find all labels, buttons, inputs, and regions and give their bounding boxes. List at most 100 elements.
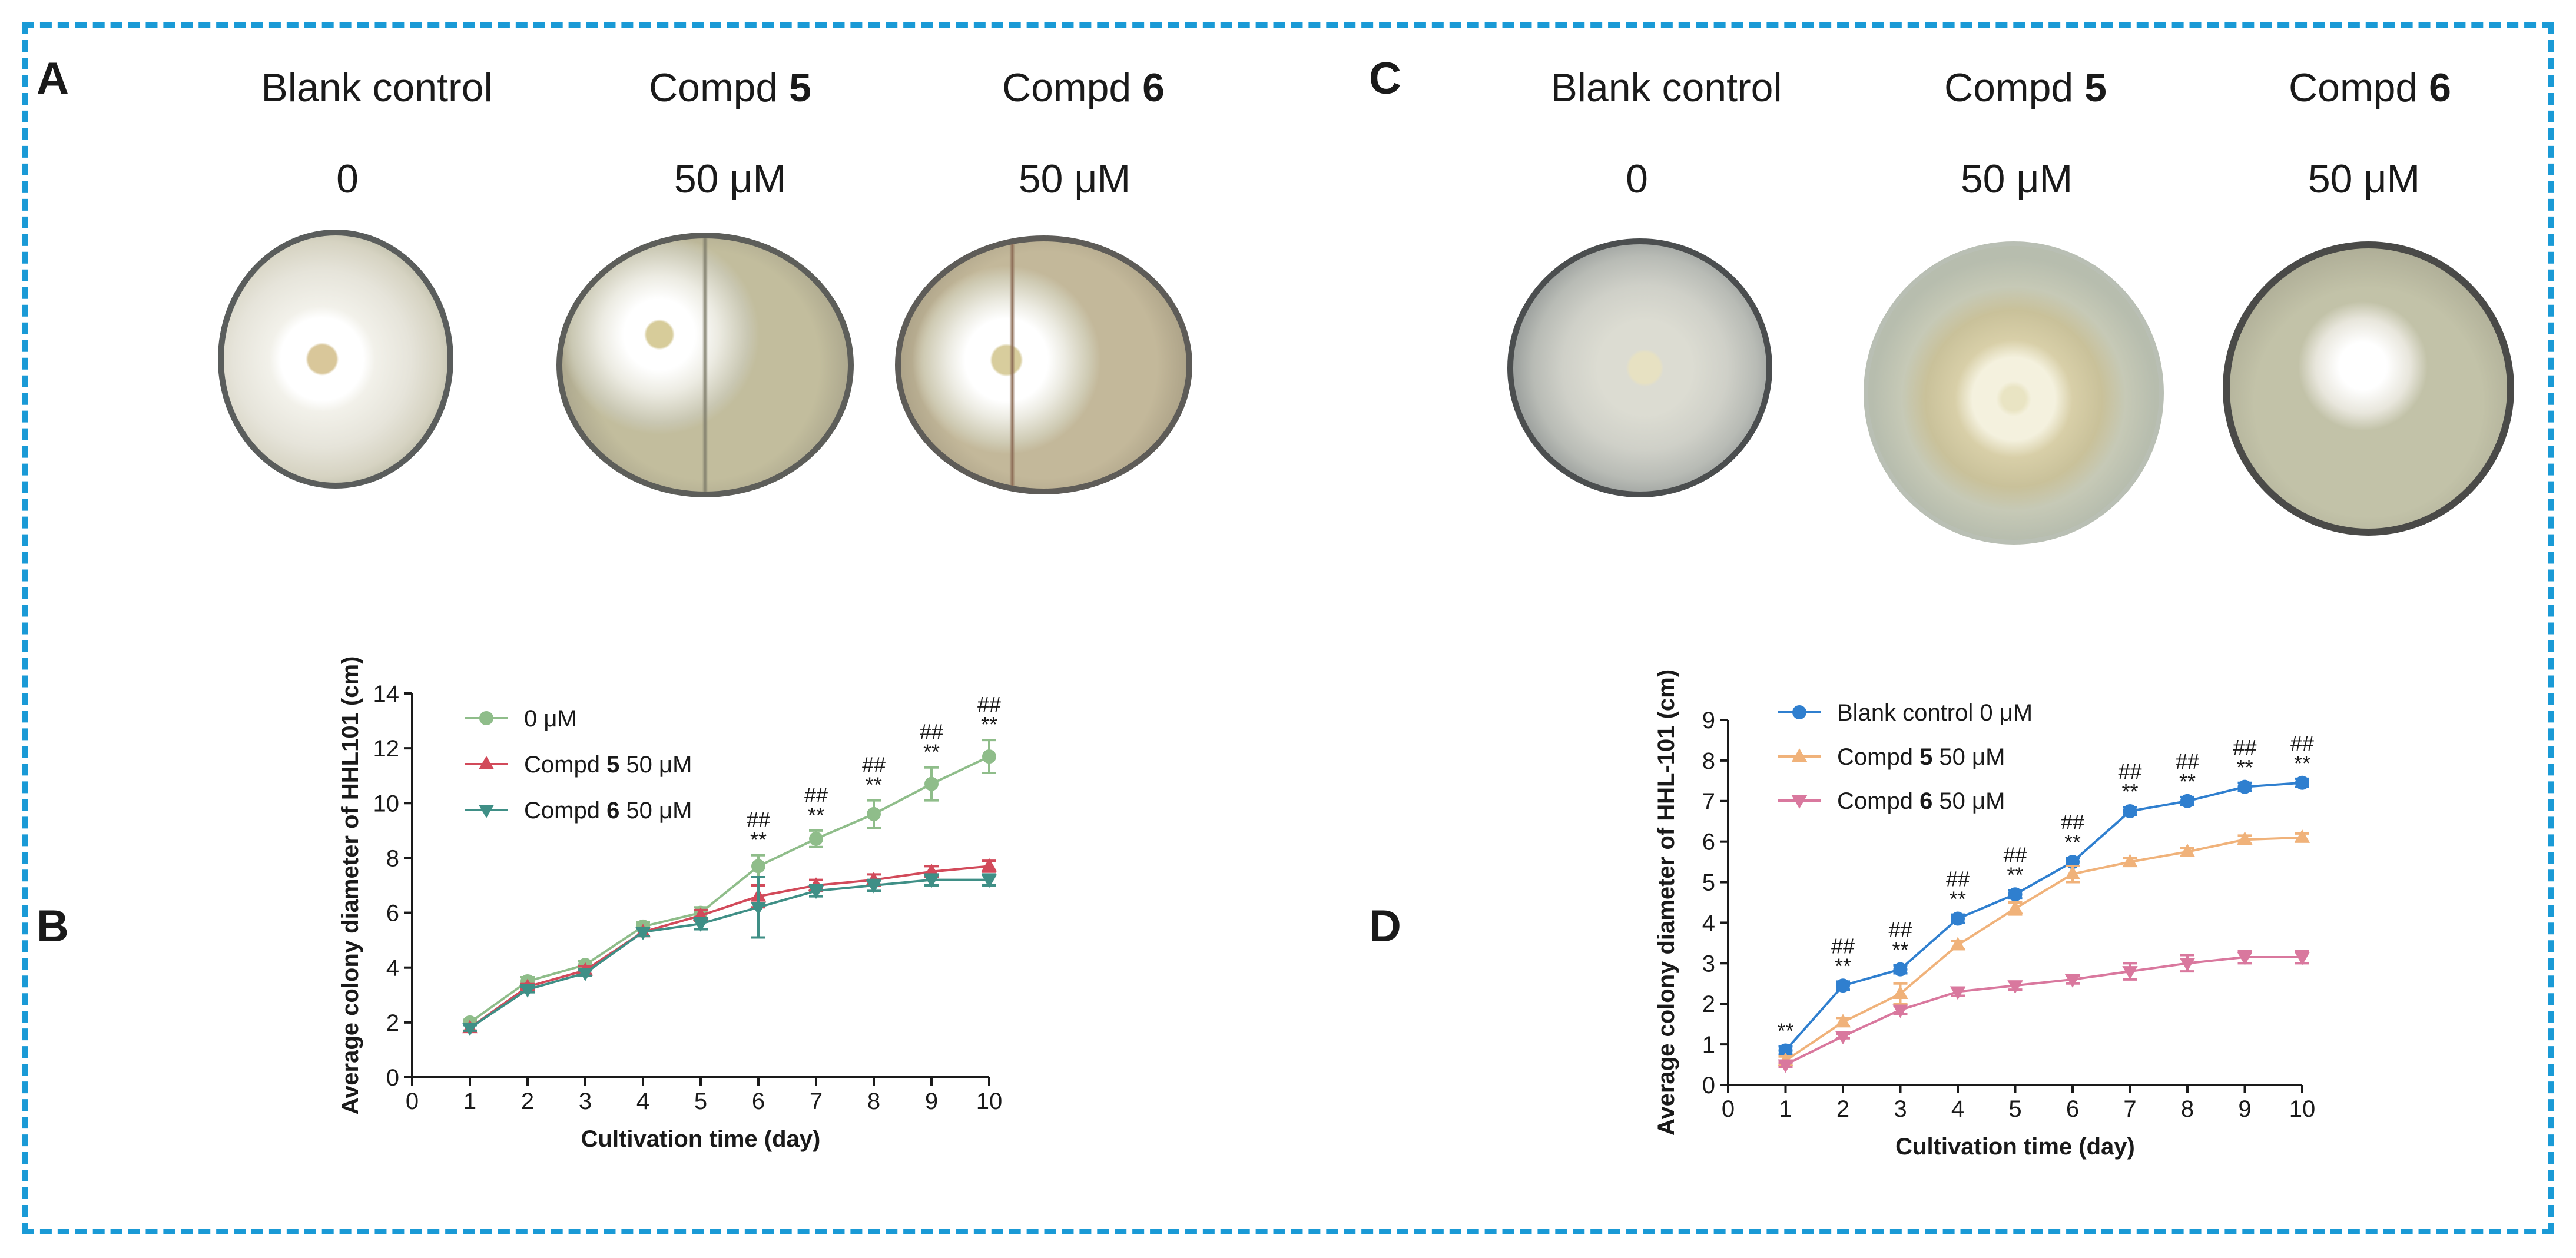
panel-c-conc-compd5: 50 μM: [1960, 157, 2073, 201]
x-tick-label: 2: [521, 1088, 534, 1114]
significance-label: ##: [920, 720, 943, 744]
data-point: [923, 874, 940, 888]
data-point: [1778, 1043, 1793, 1058]
y-tick-label: 4: [386, 955, 399, 981]
significance-label: ##: [2290, 731, 2314, 755]
legend-marker: [1791, 795, 1808, 809]
significance-label: **: [2236, 755, 2253, 779]
x-tick-label: 0: [406, 1088, 419, 1114]
significance-label: ##: [977, 692, 1001, 716]
significance-label: **: [2179, 769, 2196, 794]
data-point: [1951, 911, 1965, 926]
data-point: [924, 776, 939, 791]
data-point: [866, 880, 882, 894]
significance-label: **: [923, 740, 940, 764]
data-point: [2237, 831, 2253, 845]
panel-c-conc-blank: 0: [1626, 157, 1648, 201]
data-point: [982, 749, 996, 764]
legend-label: Compd 5 50 μM: [524, 752, 692, 778]
series-line: [1785, 781, 2303, 1051]
significance-label: ##: [862, 753, 886, 777]
y-axis-label: Average colony diameter of HHL101 (cm): [337, 656, 363, 1115]
legend-label: Compd 6 50 μM: [1837, 788, 2005, 814]
data-point: [2007, 900, 2023, 914]
data-point: [2008, 887, 2023, 902]
x-tick-label: 2: [1836, 1096, 1849, 1122]
data-point: [750, 902, 767, 916]
significance-label: **: [981, 712, 997, 736]
significance-label: **: [2294, 751, 2310, 775]
data-point: [2122, 966, 2138, 980]
y-tick-label: 12: [373, 736, 400, 762]
panel-a-conc-blank: 0: [336, 157, 359, 201]
x-tick-label: 10: [2289, 1096, 2316, 1122]
significance-label: **: [750, 828, 767, 852]
significance-label: ##: [1831, 934, 1855, 958]
significance-label: ##: [2176, 749, 2199, 774]
series-line: [1785, 956, 2302, 1066]
panel-c-label-blank: Blank control: [1550, 65, 1782, 110]
panel-c-conc-compd6: 50 μM: [2308, 157, 2421, 201]
x-tick-label: 4: [636, 1088, 649, 1114]
x-tick-label: 6: [2066, 1096, 2079, 1122]
series-2: [462, 858, 997, 1034]
legend-marker: [479, 711, 493, 725]
significance-label: **: [866, 773, 882, 797]
data-point: [2007, 980, 2023, 994]
x-tick-label: 9: [2238, 1096, 2251, 1122]
x-axis-label: Cultivation time (day): [581, 1126, 821, 1152]
significance-label: ##: [804, 783, 828, 807]
y-tick-label: 6: [386, 901, 399, 927]
significance-label: ##: [1946, 867, 1970, 891]
x-tick-label: 0: [1722, 1096, 1735, 1122]
y-tick-label: 5: [1702, 870, 1715, 896]
x-tick-label: 10: [976, 1088, 1003, 1114]
y-tick-label: 8: [386, 845, 399, 871]
series-line: [469, 755, 990, 1024]
legend-label: Blank control 0 μM: [1837, 700, 2033, 726]
panel-letter-d: D: [1369, 901, 1401, 951]
panel-a-conc-compd5: 50 μM: [674, 157, 787, 201]
significance-label: **: [1835, 954, 1851, 978]
significance-label: **: [2064, 830, 2081, 854]
data-point: [981, 858, 997, 872]
series-line: [1785, 836, 2303, 1062]
data-point: [635, 927, 651, 940]
x-tick-label: 3: [579, 1088, 592, 1114]
significance-label: ##: [2233, 735, 2256, 759]
significance-label: ##: [2061, 810, 2084, 834]
panel-a-label-compd5: Compd 5: [649, 65, 811, 110]
data-point: [1892, 1004, 1908, 1018]
data-point: [2237, 779, 2252, 794]
data-point: [1835, 1031, 1851, 1045]
data-point: [867, 806, 881, 821]
data-point: [2294, 829, 2310, 843]
x-tick-label: 3: [1894, 1096, 1907, 1122]
data-point: [462, 1023, 478, 1036]
chart-d-colony-diameter-hhl-101: 0 1 2 3 4 5 6 7 8 9 10 0 1 2 3 4 5 6 7 8 9 Cultivation time (…: [1653, 669, 2316, 1160]
y-tick-label: 3: [1702, 951, 1715, 977]
panel-letter-c: C: [1369, 54, 1401, 104]
x-tick-label: 7: [810, 1088, 823, 1114]
legend-marker: [1792, 705, 1806, 719]
series-3: [462, 873, 997, 1036]
series-line: [469, 878, 989, 1029]
y-tick-label: 10: [373, 791, 400, 816]
significance-label: **: [1777, 1019, 1793, 1043]
x-tick-label: 8: [867, 1088, 880, 1114]
blank-control-plate-c: [1507, 238, 1772, 497]
x-tick-label: 4: [1951, 1096, 1964, 1122]
x-tick-label: 1: [1779, 1096, 1792, 1122]
significance-label: **: [1892, 938, 1908, 962]
blank-control-plate-a: [218, 230, 453, 489]
x-tick-label: 8: [2181, 1096, 2194, 1122]
significance-label: **: [2007, 862, 2023, 887]
x-tick-label: 1: [463, 1088, 476, 1114]
data-point: [692, 918, 709, 932]
data-point: [2180, 794, 2194, 808]
data-point: [577, 968, 594, 981]
compd-5-plate-a: [556, 233, 854, 497]
data-point: [1835, 1014, 1851, 1028]
y-tick-label: 6: [1702, 829, 1715, 855]
